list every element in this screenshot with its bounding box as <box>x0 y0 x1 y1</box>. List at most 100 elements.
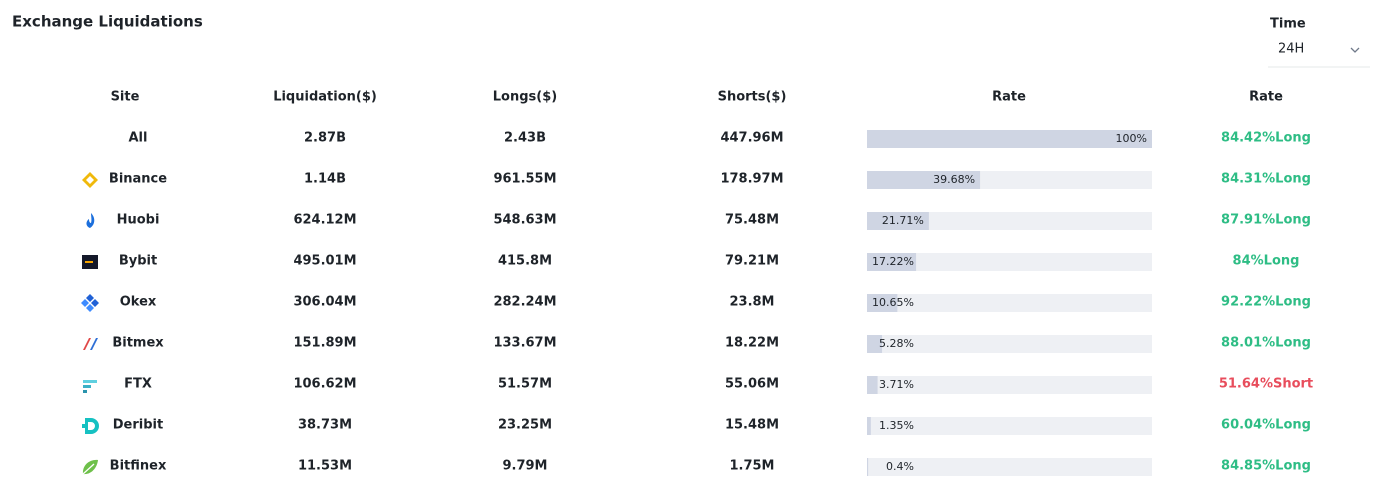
rate-track <box>867 417 1152 435</box>
page-title: Exchange Liquidations <box>12 13 203 31</box>
liquidation: 306.04M <box>293 295 356 310</box>
liquidation: 11.53M <box>298 459 352 474</box>
longs: 548.63M <box>493 213 556 228</box>
site-name: All <box>129 131 148 146</box>
long-short-ratio: 87.91%Long <box>1221 213 1311 228</box>
rate-bar <box>867 376 878 394</box>
long-short-ratio: 84.42%Long <box>1221 131 1311 146</box>
liquidation: 624.12M <box>293 213 356 228</box>
rate-label: 39.68% <box>933 173 975 186</box>
shorts: 23.8M <box>729 295 774 310</box>
rate-track <box>867 458 1152 476</box>
rate-bar <box>867 335 883 353</box>
rate-label: 0.4% <box>886 460 914 473</box>
longs: 9.79M <box>502 459 547 474</box>
site-icon-group <box>82 459 98 475</box>
table-row: Bitfinex 11.53M 9.79M 1.75M 0.4% 84.85%Long <box>82 458 1311 476</box>
site-icon <box>85 418 99 434</box>
site-icon <box>82 172 98 188</box>
table-row: All 2.87B 2.43B 447.96M 100% 84.42%Long <box>129 130 1311 148</box>
rate-bar <box>867 212 929 230</box>
site-icon <box>82 424 86 428</box>
rate-bar <box>867 458 869 476</box>
site-icon-group <box>83 338 98 350</box>
shorts: 1.75M <box>729 459 774 474</box>
rate-label: 17.22% <box>872 255 914 268</box>
rate-label: 10.65% <box>872 296 914 309</box>
long-short-ratio: 84.85%Long <box>1221 459 1311 474</box>
shorts: 18.22M <box>725 336 779 351</box>
rate-bar <box>867 130 1152 148</box>
rate-bar <box>867 171 981 189</box>
rate-track <box>867 376 1152 394</box>
long-short-ratio: 88.01%Long <box>1221 336 1311 351</box>
longs: 23.25M <box>498 418 552 433</box>
shorts: 447.96M <box>720 131 783 146</box>
table-row: Okex 306.04M 282.24M 23.8M 10.65% 92.22%Long <box>81 294 1311 312</box>
column-header: Rate <box>992 90 1026 105</box>
rate-label: 1.35% <box>879 419 914 432</box>
column-header: Longs($) <box>493 90 557 105</box>
table-row: FTX 106.62M 51.57M 55.06M 3.71% 51.64%Short <box>83 376 1313 394</box>
site-icon <box>86 213 95 228</box>
site-name: Bitfinex <box>110 459 167 474</box>
table-row: Bitmex 151.89M 133.67M 18.22M 5.28% 88.01%Lon… <box>83 335 1311 353</box>
site-icon-group <box>82 418 99 434</box>
longs: 282.24M <box>493 295 556 310</box>
time-value: 24H <box>1278 42 1304 57</box>
longs: 415.8M <box>498 254 552 269</box>
longs: 2.43B <box>504 131 546 146</box>
site-name: Huobi <box>117 213 160 228</box>
liquidation: 106.62M <box>293 377 356 392</box>
liquidation: 495.01M <box>293 254 356 269</box>
table-row: Bybit 495.01M 415.8M 79.21M 17.22% 84%Long <box>82 253 1299 271</box>
rate-track <box>867 253 1152 271</box>
site-icon <box>82 463 95 475</box>
shorts: 75.48M <box>725 213 779 228</box>
column-header: Rate <box>1249 90 1283 105</box>
site-icon-group <box>83 380 97 393</box>
site-icon <box>83 390 87 393</box>
column-header: Site <box>111 90 140 105</box>
column-header: Liquidation($) <box>273 90 377 105</box>
long-short-ratio: 60.04%Long <box>1221 418 1311 433</box>
shorts: 79.21M <box>725 254 779 269</box>
site-icon <box>83 380 97 383</box>
long-short-ratio: 92.22%Long <box>1221 295 1311 310</box>
long-short-ratio: 84.31%Long <box>1221 172 1311 187</box>
chevron <box>1350 47 1360 53</box>
site-icon-group <box>86 213 95 228</box>
rate-track <box>867 335 1152 353</box>
site-icon <box>85 261 93 263</box>
long-short-ratio: 84%Long <box>1233 254 1300 269</box>
time-dropdown[interactable]: 24H <box>1268 42 1370 68</box>
table-row: Huobi 624.12M 548.63M 75.48M 21.71% 87.91%Lon… <box>86 212 1311 230</box>
liquidation: 151.89M <box>293 336 356 351</box>
rate-label: 21.71% <box>882 214 924 227</box>
rate-label: 100% <box>1116 132 1147 145</box>
shorts: 178.97M <box>720 172 783 187</box>
site-icon <box>81 299 89 307</box>
site-icon <box>83 385 91 388</box>
rate-label: 5.28% <box>879 337 914 350</box>
site-icon <box>91 299 99 307</box>
time-label: Time <box>1270 17 1306 32</box>
rate-label: 3.71% <box>879 378 914 391</box>
site-name: Binance <box>109 172 167 187</box>
longs: 961.55M <box>493 172 556 187</box>
shorts: 55.06M <box>725 377 779 392</box>
liquidation: 38.73M <box>298 418 352 433</box>
longs: 133.67M <box>493 336 556 351</box>
site-icon <box>86 294 94 302</box>
site-name: Bitmex <box>112 336 164 351</box>
liquidation: 2.87B <box>304 131 346 146</box>
rate-bar <box>867 417 871 435</box>
column-header: Shorts($) <box>718 90 787 105</box>
site-name: Bybit <box>119 254 157 269</box>
liquidation: 1.14B <box>304 172 346 187</box>
site-name: Deribit <box>113 418 163 433</box>
site-icon-group <box>82 255 98 269</box>
table-row: Binance 1.14B 961.55M 178.97M 39.68% 84.31%Lo… <box>82 171 1311 189</box>
site-icon-group <box>81 294 99 312</box>
